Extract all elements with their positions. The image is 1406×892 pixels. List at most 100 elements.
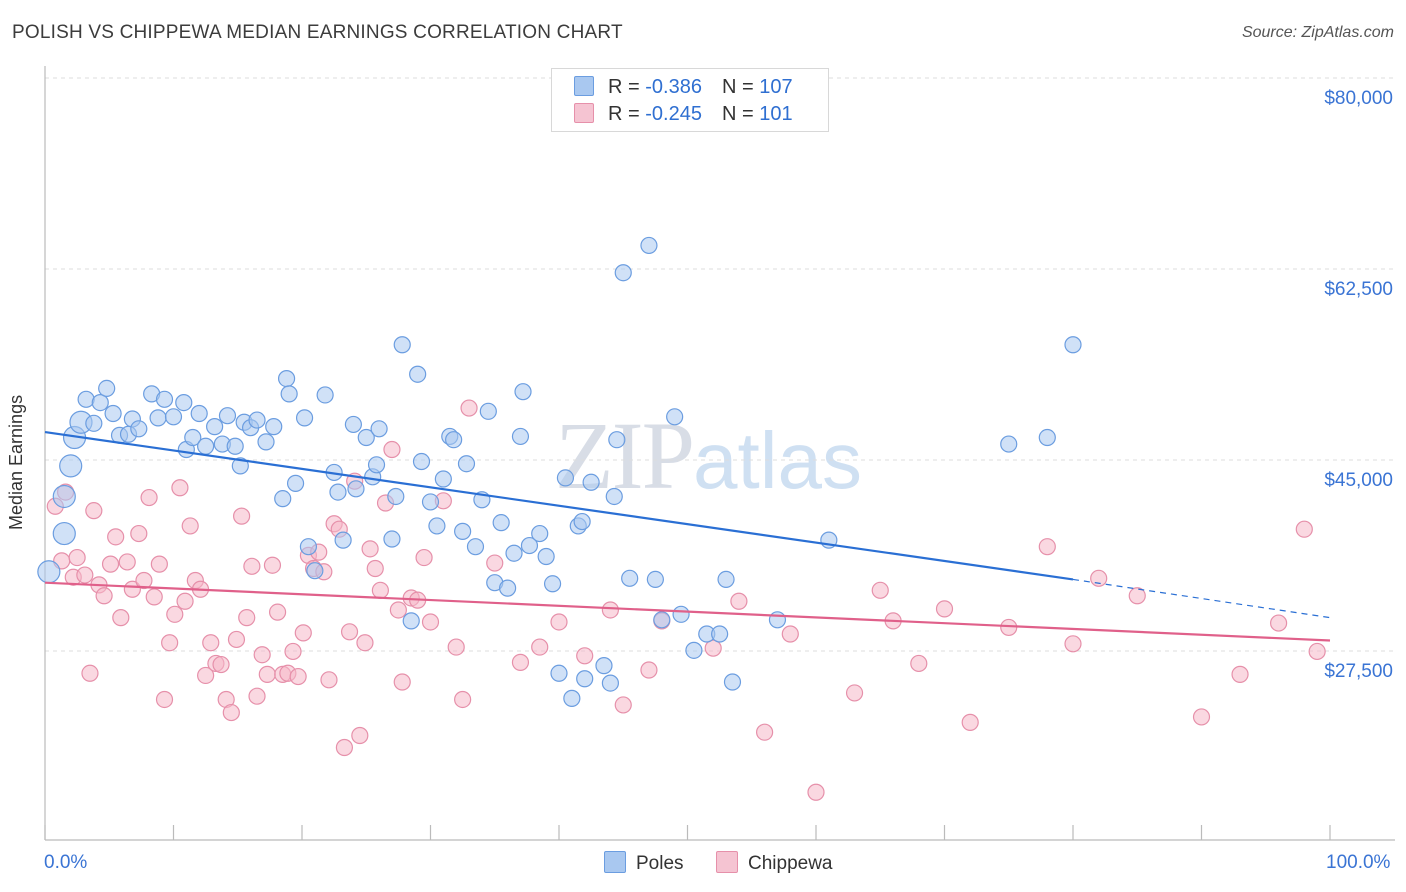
poles-point: [197, 437, 215, 455]
chippewa-point: [112, 609, 130, 627]
y-tick-labels: $80,000 $62,500 $45,000 $27,500: [1324, 88, 1393, 682]
poles-point: [265, 418, 283, 436]
chippewa-point: [1231, 665, 1249, 683]
chippewa-point: [81, 664, 99, 682]
chippewa-point: [289, 667, 307, 686]
chippewa-point: [202, 634, 220, 652]
poles-point: [387, 487, 405, 506]
poles-point: [412, 452, 431, 471]
poles-point: [646, 570, 664, 589]
chippewa-point: [227, 630, 246, 649]
poles-point: [537, 547, 555, 566]
poles-point: [520, 536, 539, 555]
chippewa-point: [161, 634, 179, 652]
chippewa-point: [101, 555, 120, 573]
poles-point: [511, 427, 530, 446]
poles-points: [37, 236, 1082, 707]
y-axis-label: Median Earnings: [6, 394, 26, 530]
legend-bottom-swatch-chippewa: [716, 851, 738, 873]
y-tick-label: $80,000: [1324, 88, 1393, 109]
chippewa-point: [123, 580, 141, 598]
poles-point: [257, 433, 275, 451]
legend-bottom-chippewa: Chippewa: [716, 851, 833, 875]
chippewa-point: [486, 554, 504, 572]
legend-row-poles: R = -0.386 N = 107: [574, 73, 793, 101]
chart-title: POLISH VS CHIPPEWA MEDIAN EARNINGS CORRE…: [12, 22, 623, 43]
chippewa-point: [268, 603, 287, 621]
poles-point: [393, 336, 411, 354]
y-tick-label: $62,500: [1324, 279, 1393, 300]
poles-point: [445, 431, 463, 449]
chippewa-point: [935, 600, 954, 618]
chippewa-point: [511, 653, 530, 671]
poles-point: [370, 420, 388, 438]
chippewa-point: [550, 613, 568, 631]
poles-point: [653, 611, 671, 629]
poles-point: [52, 484, 76, 509]
poles-point: [77, 390, 95, 408]
poles-point: [499, 579, 517, 597]
chippewa-point: [95, 587, 113, 605]
legend-n-value: 101: [759, 103, 793, 125]
legend-n-value: 107: [759, 76, 793, 98]
chippewa-point: [415, 548, 433, 567]
y-tick-label: $27,500: [1324, 661, 1393, 682]
poles-trend-line: [44, 430, 1074, 581]
poles-trend-extension: [1072, 578, 1331, 619]
poles-point: [723, 673, 742, 691]
poles-point: [299, 538, 318, 556]
chippewa-point: [910, 654, 928, 673]
axes: [44, 66, 1395, 841]
poles-point: [357, 428, 375, 447]
poles-point: [286, 474, 305, 492]
chippewa-point: [371, 581, 389, 599]
poles-point: [164, 408, 183, 426]
poles-point: [434, 470, 452, 488]
chippewa-point: [248, 687, 266, 705]
chippewa-point: [704, 639, 722, 657]
poles-point: [1064, 336, 1082, 354]
poles-point: [190, 404, 208, 423]
legend-box: R = -0.386 N = 107 R = -0.245 N = 101: [551, 68, 829, 132]
poles-point: [621, 569, 639, 587]
poles-point: [605, 487, 623, 506]
chippewa-point: [383, 440, 401, 459]
legend-r-value: -0.386: [645, 76, 702, 98]
legend-bottom-swatch-poles: [604, 851, 626, 873]
chippewa-point: [238, 609, 256, 627]
chippewa-point: [145, 588, 163, 606]
legend-r-value: -0.245: [645, 103, 702, 125]
chippewa-point: [284, 642, 302, 661]
poles-point: [231, 457, 249, 475]
chippewa-point: [393, 673, 411, 691]
legend-n-label: N =: [721, 103, 760, 125]
legend-row-chippewa: R = -0.245 N = 101: [574, 100, 793, 128]
chippewa-point: [1064, 635, 1082, 653]
poles-point: [492, 514, 510, 532]
chippewa-point: [68, 548, 86, 567]
legend-n-label: N =: [721, 76, 760, 98]
poles-point: [295, 409, 314, 427]
poles-point: [505, 544, 523, 562]
poles-point: [218, 407, 237, 425]
legend-bottom-label-poles: Poles: [636, 853, 684, 874]
poles-point: [608, 431, 626, 449]
poles-point: [91, 394, 109, 412]
chippewa-point: [640, 661, 658, 679]
chippewa-point: [454, 690, 472, 709]
chippewa-point: [421, 613, 440, 631]
poles-point: [274, 490, 292, 508]
poles-point: [717, 570, 735, 589]
poles-point: [672, 605, 690, 623]
chippewa-point: [258, 665, 276, 683]
chippewa-point: [447, 638, 465, 656]
chippewa-point: [845, 684, 864, 702]
chippewa-point: [1000, 618, 1018, 637]
poles-point: [175, 394, 193, 412]
poles-point: [52, 521, 76, 546]
chippewa-point: [1269, 614, 1288, 632]
y-tick-label: $45,000: [1324, 470, 1393, 491]
poles-point: [280, 385, 298, 403]
poles-point: [428, 517, 446, 535]
